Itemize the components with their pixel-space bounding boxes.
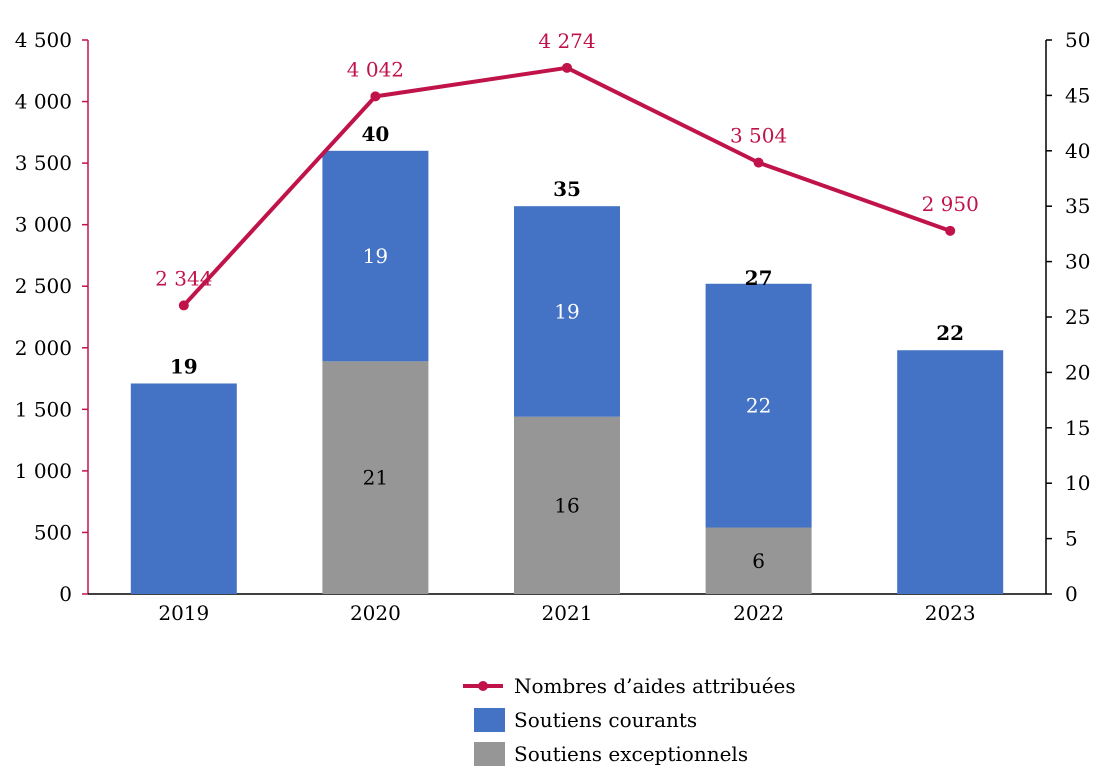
right-axis-tick-label: 25	[1065, 305, 1090, 329]
bar-segment-label: 6	[752, 549, 765, 573]
bar-segment-courants	[130, 383, 237, 594]
bar-total-label: 19	[170, 354, 198, 378]
bar-segment-label: 16	[554, 493, 579, 517]
right-axis-tick-label: 50	[1065, 28, 1090, 52]
legend-label-courants: Soutiens courants	[514, 708, 697, 732]
legend-label-line: Nombres d’aides attribuées	[514, 674, 796, 698]
legend-swatch-courants	[474, 708, 505, 732]
line-point-label: 4 042	[347, 57, 404, 81]
x-axis-category-label: 2023	[925, 601, 976, 625]
line-point	[562, 62, 572, 73]
legend-item-courants: Soutiens courants	[474, 708, 697, 732]
line-point-label: 2 344	[155, 266, 212, 290]
right-axis-tick-label: 40	[1065, 139, 1090, 163]
bar-series-group: 19 21 19 40 16 19 35 6 22 27 22	[130, 122, 1004, 594]
line-point-label: 3 504	[730, 124, 787, 148]
x-axis: 2019 2020 2021 2022 2023	[88, 593, 1046, 625]
right-axis-tick-label: 20	[1065, 360, 1090, 384]
legend: Nombres d’aides attribuées Soutiens cour…	[463, 674, 796, 766]
bar-segment-courants	[705, 283, 812, 528]
right-y-axis: 0 5 10 15 20 25 30 35 40 45 50	[1045, 28, 1090, 606]
left-axis-tick-label: 3 500	[15, 151, 72, 175]
x-axis-category-label: 2020	[350, 601, 401, 625]
left-axis-tick-label: 4 000	[15, 90, 72, 114]
legend-item-line: Nombres d’aides attribuées	[463, 674, 796, 698]
right-axis-tick-label: 10	[1065, 471, 1090, 495]
bar-total-label: 40	[361, 122, 389, 146]
legend-label-exceptionnels: Soutiens exceptionnels	[514, 742, 748, 766]
x-axis-category-label: 2021	[542, 601, 593, 625]
left-axis-tick-label: 1 000	[15, 459, 72, 483]
line-point	[370, 91, 381, 102]
bar-segment-label: 21	[363, 466, 388, 490]
line-series-group: 2 344 4 042 4 274 3 504 2 950	[155, 29, 979, 311]
right-axis-tick-label: 0	[1065, 582, 1078, 606]
bar-segment-courants	[322, 150, 429, 362]
bar-segment-label: 19	[554, 299, 579, 323]
left-axis-tick-label: 4 500	[15, 28, 72, 52]
line-point-label: 4 274	[538, 29, 595, 53]
bar-segment-exceptionnels	[705, 527, 812, 594]
right-axis-tick-label: 35	[1065, 194, 1090, 218]
legend-swatch-exceptionnels	[474, 742, 505, 766]
bar-segment-courants	[514, 206, 620, 417]
bar-total-label: 35	[553, 177, 581, 201]
line-point-label: 2 950	[922, 192, 979, 216]
right-axis-tick-label: 15	[1065, 416, 1090, 440]
legend-line-marker	[478, 681, 488, 691]
left-y-axis: 0 500 1 000 1 500 2 000 2 500 3 000 3 500 4 000 4…	[15, 28, 89, 606]
line-point	[178, 300, 189, 311]
left-axis-tick-label: 2 500	[15, 274, 72, 298]
bar-total-label: 22	[936, 321, 964, 345]
left-axis-tick-label: 1 500	[15, 397, 72, 421]
bar-segment-exceptionnels	[514, 416, 620, 594]
line-point	[945, 225, 956, 236]
left-axis-tick-label: 500	[34, 520, 72, 544]
right-axis-tick-label: 45	[1065, 83, 1090, 107]
bar-total-label: 27	[745, 266, 773, 290]
right-axis-tick-label: 5	[1065, 527, 1078, 551]
line-point	[753, 157, 764, 168]
legend-item-exceptionnels: Soutiens exceptionnels	[474, 742, 748, 766]
left-axis-tick-label: 0	[59, 582, 72, 606]
bar-segment-exceptionnels	[322, 361, 429, 594]
left-axis-tick-label: 3 000	[15, 213, 72, 237]
bar-segment-label: 19	[363, 244, 388, 268]
bar-segment-courants	[897, 350, 1004, 594]
bar-segment-label: 22	[746, 394, 771, 418]
x-axis-category-label: 2019	[158, 601, 209, 625]
x-axis-category-label: 2022	[733, 601, 784, 625]
right-axis-tick-label: 30	[1065, 250, 1090, 274]
left-axis-tick-label: 2 000	[15, 336, 72, 360]
